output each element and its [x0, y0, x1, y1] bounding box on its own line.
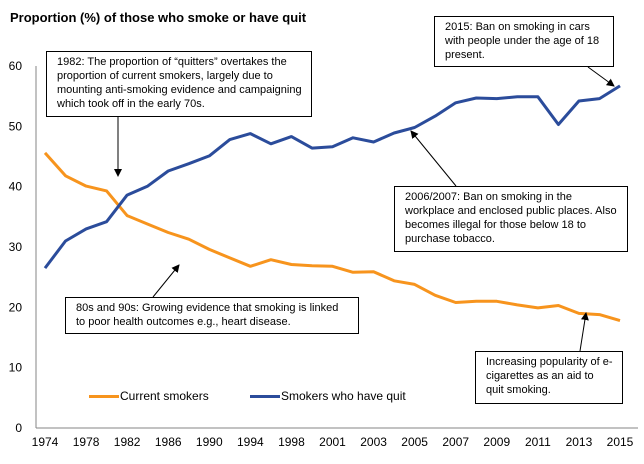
y-tick-label: 30 [9, 240, 23, 254]
x-tick-label: 2015 [607, 435, 634, 449]
x-tick-label: 1986 [155, 435, 182, 449]
x-tick-label: 1990 [196, 435, 223, 449]
legend-label-smokers-quit: Smokers who have quit [281, 389, 406, 403]
x-tick-label: 1994 [237, 435, 264, 449]
arrow-ecigarettes [579, 312, 589, 352]
y-tick-label: 40 [9, 180, 23, 194]
annotation-ban-cars-2015: 2015: Ban on smoking in cars with people… [434, 16, 614, 67]
annotation-arrows [114, 66, 615, 352]
y-tick-label: 20 [9, 300, 23, 314]
legend-label-current-smokers: Current smokers [120, 389, 209, 403]
annotation-evidence-80s-90s: 80s and 90s: Growing evidence that smoki… [65, 297, 359, 334]
arrow-evidence-80s-90s [152, 264, 180, 298]
axes: 0 10 20 30 40 50 60 1974 1978 1982 1986 1990 1994 199… [9, 59, 638, 449]
x-tick-label: 2011 [525, 435, 551, 449]
annotation-quitters-1982: 1982: The proportion of “quitters” overt… [46, 51, 312, 117]
x-tick-label: 1974 [32, 435, 59, 449]
arrow-ban-cars-2015 [587, 66, 615, 87]
chart-title: Proportion (%) of those who smoke or hav… [10, 10, 307, 25]
y-tick-label: 50 [9, 119, 23, 133]
x-tick-label: 1998 [278, 435, 305, 449]
x-tick-label: 2013 [566, 435, 593, 449]
x-tick-label: 2001 [319, 435, 346, 449]
arrow-ban-workplace-2007 [410, 130, 457, 187]
y-tick-label: 0 [15, 421, 22, 435]
annotation-ban-workplace-2007: 2006/2007: Ban on smoking in the workpla… [394, 186, 628, 252]
series-lines [43, 84, 621, 323]
y-tick-label: 10 [9, 361, 23, 375]
x-tick-label: 1978 [73, 435, 100, 449]
y-tick-label: 60 [9, 59, 23, 73]
x-tick-label: 2005 [401, 435, 428, 449]
x-tick-label: 1982 [114, 435, 141, 449]
x-tick-label: 2007 [442, 435, 469, 449]
legend-item-current-smokers: Current smokers [89, 389, 209, 403]
x-tick-label: 2003 [360, 435, 387, 449]
legend-swatch-smokers-quit [250, 394, 280, 398]
x-tick-label: 2009 [483, 435, 510, 449]
legend-item-smokers-quit: Smokers who have quit [250, 389, 406, 403]
series-line-smokers-quit [43, 84, 621, 270]
annotation-ecigarettes: Increasing popularity of e-cigarettes as… [475, 351, 623, 404]
legend-swatch-current-smokers [89, 394, 119, 398]
